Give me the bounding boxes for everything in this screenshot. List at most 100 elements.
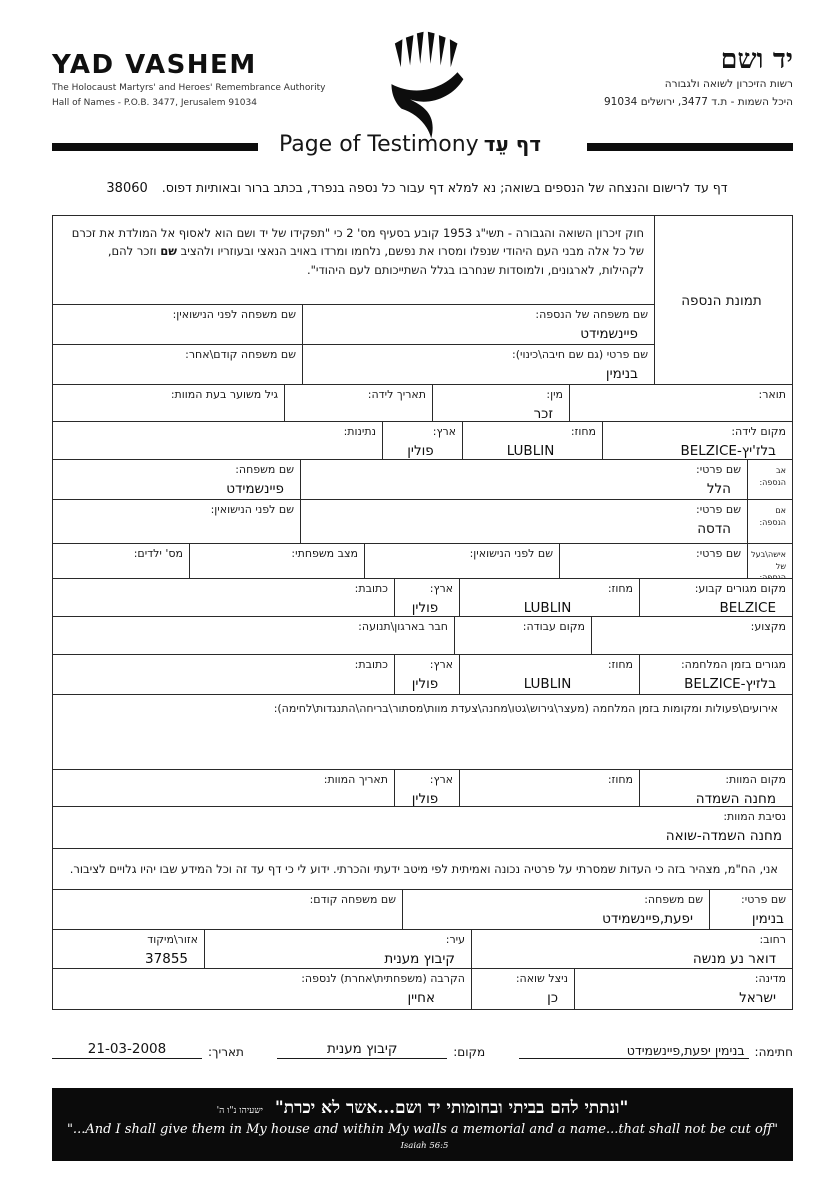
spouse-first-name-field: שם פרטי: (559, 544, 747, 578)
wartime-place-label: מגורים בזמן המלחמה: (680, 658, 786, 671)
birth-place-field: מקום לידה: בלז'יץ-BELZICE (602, 422, 792, 459)
father-family-name-value: פיינשמידט (226, 480, 284, 497)
father-family-name-label: שם משפחה: (235, 463, 294, 476)
signature-date-line: 21-03-2008 (52, 1040, 203, 1059)
residence-place-label: מקום מגורים קבוע: (694, 582, 786, 595)
birth-district-label: מחוז: (570, 425, 596, 438)
death-circumstances-field: נסיבת המוות: מחנה השמדה-שואה (53, 807, 792, 848)
death-circumstances-label: נסיבת המוות: (723, 810, 786, 823)
spouse-first-name-label: שם פרטי: (696, 547, 741, 560)
page-title: Page of Testimony דף עֵד (0, 132, 834, 157)
birth-country-value: פולין (407, 442, 434, 459)
mother-tag-label: אם הנספה: (759, 506, 786, 527)
death-circumstances-value: מחנה השמדה-שואה (665, 827, 782, 844)
mother-maiden-name-field: שם לפני הנישואין: (53, 500, 300, 543)
residence-place-field: מקום מגורים קבוע: BELZICE (639, 579, 792, 616)
spouse-tag-label: אישה\בעל של הנספה: (751, 550, 786, 578)
wartime-district-label: מחוז: (607, 658, 633, 671)
death-country-value: פולין (411, 790, 439, 807)
banner-quote-english-text: "...And I shall give them in My house an… (66, 1122, 779, 1138)
residence-country-value: פולין (411, 599, 439, 616)
header-rule-right (587, 143, 793, 151)
form-instruction-line: דף עד לרישום והנצחה של הנספים בשואה; נא … (0, 180, 834, 196)
org-subtitle-hebrew-2: היכל השמות - ת.ד 3477, ירושלים 91034 (603, 95, 793, 108)
table-row-submitter-address: רחוב: דואר נע מנשה עיר: קיבוץ מענית אזור… (53, 929, 792, 968)
wartime-address-field: כתובת: (53, 655, 394, 694)
relation-to-victim-field: הקרבה (משפחתית\אחרת) לנספה: אחיין (53, 969, 471, 1009)
spouse-maiden-name-label: שם לפני הנישואין: (469, 547, 553, 560)
victim-birthdate-label: תאריך לידה: (367, 388, 426, 401)
wartime-place-field: מגורים בזמן המלחמה: בלזיץ-BELZICE (639, 655, 792, 694)
org-name-hebrew: יד ושם (720, 44, 793, 75)
victim-estimated-age-field: גיל משוער בעת המוות: (53, 385, 284, 421)
signature-date-value: 21-03-2008 (87, 1041, 167, 1057)
residence-address-field: כתובת: (53, 579, 394, 616)
submitter-family-name-field: שם משפחה: יפעת,פיינשמידט (402, 890, 709, 929)
mother-tag-cell: אם הנספה: (747, 500, 792, 543)
org-subtitle-english-1: The Holocaust Martyrs' and Heroes' Remem… (52, 83, 326, 93)
signature-place-value: קיבוץ מענית (326, 1041, 398, 1057)
org-name-english: YAD VASHEM (52, 50, 257, 80)
mother-maiden-name-label: שם לפני הנישואין: (210, 503, 294, 516)
instruction-text: דף עד לרישום והנצחה של הנספים בשואה; נא … (161, 180, 728, 195)
birth-district-value: LUBLIN (506, 442, 555, 459)
death-country-field: ארץ: פולין (394, 770, 459, 806)
org-header-english: YAD VASHEM The Holocaust Martyrs' and He… (52, 50, 325, 110)
testimony-form-table: תמונת הנספה חוק זיכרון השואה והגבורה - ת… (52, 215, 793, 1010)
victim-title-field: תואר: (569, 385, 792, 421)
mother-first-name-label: שם פרטי: (696, 503, 741, 516)
table-row-submitter-names: שם פרטי: בנימין שם משפחה: יפעת,פיינשמידט… (53, 889, 792, 929)
victim-former-name-field: שם משפחה קודם\אחר: (53, 345, 302, 384)
relation-to-victim-label: הקרבה (משפחתית\אחרת) לנספה: (301, 972, 465, 985)
wartime-country-value: פולין (411, 675, 439, 692)
submitter-country-value: ישראל (739, 989, 776, 1006)
victim-family-name-field: שם משפחה של הנספה: פיינשמידט (302, 305, 654, 344)
residence-country-field: ארץ: פולין (394, 579, 459, 616)
spouse-maiden-name-field: שם לפני הנישואין: (364, 544, 559, 578)
children-count-label: מס' ילדים: (133, 547, 183, 560)
signature-place-label: מקום: (453, 1045, 486, 1059)
wartime-country-field: ארץ: פולין (394, 655, 459, 694)
submitter-first-name-value: בנימין (751, 910, 784, 927)
signature-name-value: בנימין יפעת,פיינשמידט (626, 1043, 745, 1058)
father-tag-cell: אב הנספה: (747, 460, 792, 499)
table-row-residence: מקום מגורים קבוע: BELZICE מחוז: LUBLIN א… (53, 578, 792, 616)
form-serial-number: 38060 (106, 181, 148, 196)
workplace-field: מקום עבודה: (454, 617, 591, 654)
wartime-district-value: LUBLIN (523, 675, 572, 692)
signature-line: בנימין יפעת,פיינשמידט (518, 1040, 749, 1059)
victim-gender-field: מין: זכר (432, 385, 569, 421)
marital-status-label: מצב משפחתי: (291, 547, 358, 560)
wartime-address-label: כתובת: (354, 658, 388, 671)
wartime-country-label: ארץ: (429, 658, 453, 671)
residence-district-value: LUBLIN (523, 599, 572, 616)
victim-estimated-age-label: גיל משוער בעת המוות: (170, 388, 278, 401)
occupation-label: מקצוע: (750, 620, 786, 633)
submitter-city-value: קיבוץ מענית (384, 950, 455, 967)
submitter-former-name-label: שם משפחה קודם: (309, 893, 396, 906)
table-row-personal: תואר: מין: זכר תאריך לידה: גיל משוער בעת… (53, 384, 792, 421)
row-first-name: שם פרטי (גם שם חיבה\כינוי): בנימין שם מש… (53, 344, 654, 384)
birth-citizenship-field: נתינות: (53, 422, 382, 459)
victim-maiden-name-field: שם משפחה לפני הנישואין: (53, 305, 302, 344)
relation-to-victim-value: אחיין (407, 989, 435, 1006)
father-first-name-label: שם פרטי: (696, 463, 741, 476)
page-title-hebrew: דף עֵד (483, 132, 542, 156)
marital-status-field: מצב משפחתי: (189, 544, 364, 578)
submitter-country-label: מדינה: (754, 972, 786, 985)
table-row-wartime-residence: מגורים בזמן המלחמה: בלזיץ-BELZICE מחוז: … (53, 654, 792, 694)
birth-place-value: בלז'יץ-BELZICE (680, 442, 776, 459)
wartime-events-label: אירועים\פעולות ומקומות בזמן המלחמה (מעצר… (273, 702, 778, 715)
residence-country-label: ארץ: (429, 582, 453, 595)
submitter-zip-label: אזור\מיקוד (147, 933, 198, 946)
birth-place-label: מקום לידה: (731, 425, 786, 438)
birth-country-field: ארץ: פולין (382, 422, 462, 459)
org-header-hebrew: יד ושם רשות הזיכרון לשואה ולגבורה היכל ה… (604, 44, 793, 111)
birth-citizenship-label: נתינות: (343, 425, 376, 438)
death-district-label: מחוז: (607, 773, 633, 786)
holocaust-survivor-field: ניצל שואה: כן (471, 969, 574, 1009)
org-subtitle-english-2: Hall of Names - P.O.B. 3477, Jerusalem 9… (52, 98, 257, 109)
victim-title-label: תואר: (758, 388, 787, 401)
wartime-place-value: בלזיץ-BELZICE (684, 675, 776, 692)
signature-section: חתימה: בנימין יפעת,פיינשמידט מקום: קיבוץ… (52, 1040, 793, 1059)
